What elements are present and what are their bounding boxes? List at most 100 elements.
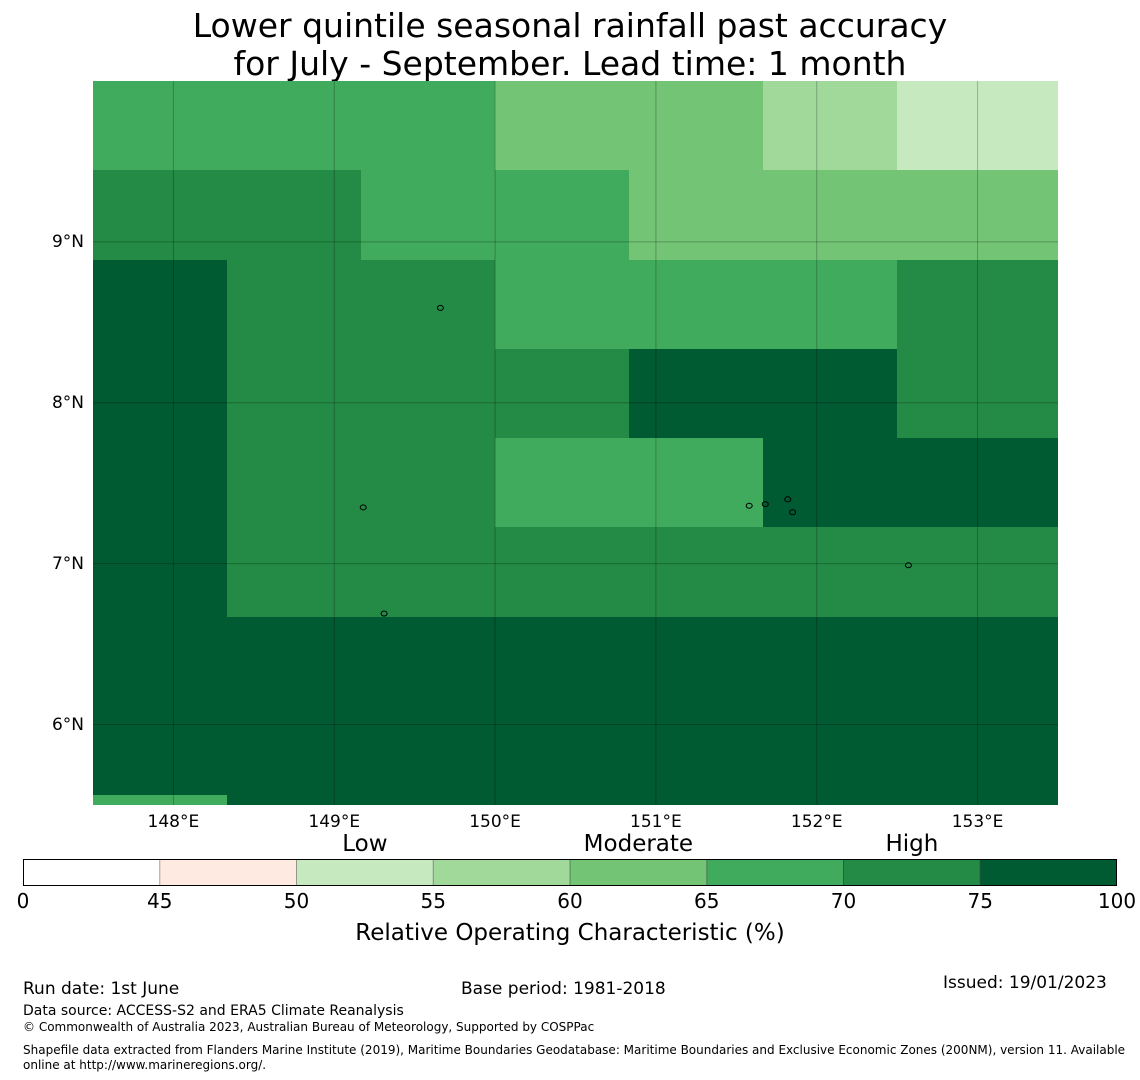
longitude-label: 149°E <box>308 812 361 832</box>
grid-cell <box>361 706 496 796</box>
category-label: Low <box>342 831 388 857</box>
grid-cell <box>93 795 228 805</box>
colorbar-segment <box>843 859 981 886</box>
grid-cell <box>629 260 764 350</box>
grid-cell <box>1031 706 1058 796</box>
grid-cell <box>495 81 630 171</box>
grid-cell <box>361 527 496 618</box>
grid-cell <box>629 617 764 707</box>
colorbar-tick-label: 60 <box>557 889 583 913</box>
grid-cell <box>629 706 764 796</box>
grid-cell <box>495 438 630 528</box>
grid-cell <box>495 527 630 618</box>
grid-cell <box>495 170 630 261</box>
colorbar-tick-label: 0 <box>16 889 30 913</box>
issued-date: Issued: 19/01/2023 <box>943 973 1107 993</box>
grid-cell <box>629 349 764 439</box>
grid-cell <box>763 81 898 171</box>
grid-cell <box>897 438 1032 528</box>
grid-cell <box>897 617 1032 707</box>
colorbar-tick-label: 50 <box>283 889 310 913</box>
colorbar-segment <box>980 859 1117 886</box>
grid-cell <box>495 260 630 350</box>
grid-cell <box>763 349 898 439</box>
grid-cell <box>227 527 362 618</box>
grid-cell <box>227 706 362 796</box>
colorbar-tick-label: 65 <box>694 889 720 913</box>
grid-cell <box>1031 617 1058 707</box>
island-outline <box>745 502 753 509</box>
grid-cell <box>763 706 898 796</box>
grid-cell <box>629 170 764 261</box>
longitude-label: 152°E <box>790 812 843 832</box>
island-outline <box>380 610 388 617</box>
island-outline <box>904 562 912 569</box>
grid-cell <box>361 81 496 171</box>
grid-cell <box>361 617 496 707</box>
island-outline <box>761 501 769 508</box>
grid-cell <box>763 260 898 350</box>
latitude-label: 7°N <box>51 553 84 574</box>
latitude-label: 9°N <box>51 231 84 252</box>
longitude-label: 153°E <box>951 812 1004 832</box>
colorbar-segment <box>159 859 297 886</box>
grid-cell <box>897 706 1032 796</box>
grid-cell <box>763 617 898 707</box>
base-period: Base period: 1981-2018 <box>461 979 666 999</box>
grid-cell <box>1031 81 1058 171</box>
grid-cell <box>93 617 228 707</box>
grid-cell <box>629 81 764 171</box>
colorbar-segment <box>570 859 707 886</box>
grid-cell <box>897 349 1032 439</box>
colorbar-label: Relative Operating Characteristic (%) <box>355 920 785 946</box>
grid-cell <box>361 795 496 805</box>
island-outline <box>436 304 444 311</box>
colorbar-segment <box>706 859 844 886</box>
grid-cell <box>1031 260 1058 350</box>
grid-cell <box>495 706 630 796</box>
grid-cell <box>361 260 496 350</box>
grid-cell <box>1031 795 1058 805</box>
category-label: High <box>885 831 939 857</box>
grid-cell <box>93 527 228 618</box>
category-label: Moderate <box>583 831 694 857</box>
shapefile-credit-line-2: online at http://www.marineregions.org/. <box>23 1058 267 1072</box>
colorbar-tick-label: 45 <box>147 889 173 913</box>
colorbar-tick-label: 70 <box>830 889 857 913</box>
grid-cell <box>1031 438 1058 528</box>
colorbar-tick-label: 100 <box>1097 889 1137 913</box>
grid-cell <box>93 81 228 171</box>
grid-cell <box>1031 349 1058 439</box>
longitude-label: 148°E <box>147 812 200 832</box>
grid-cell <box>227 438 362 528</box>
grid-cell <box>763 527 898 618</box>
colorbar-tick-label: 75 <box>967 889 993 913</box>
grid-cell <box>629 527 764 618</box>
grid-cell <box>227 795 362 805</box>
grid-cell <box>763 795 898 805</box>
island-outline <box>789 509 797 516</box>
grid-cell <box>897 260 1032 350</box>
colorbar-segment <box>296 859 434 886</box>
grid-cell <box>361 349 496 439</box>
grid-cell <box>227 260 362 350</box>
grid-cell <box>763 170 898 261</box>
grid-cell <box>361 170 496 261</box>
colorbar-tick-label: 55 <box>420 889 446 913</box>
colorbar-border <box>23 859 1117 886</box>
grid-cell <box>629 795 764 805</box>
chart-title-line-1: Lower quintile seasonal rainfall past ac… <box>192 6 948 45</box>
grid-cell <box>495 617 630 707</box>
grid-cell <box>227 349 362 439</box>
colorbar-segment <box>23 859 160 886</box>
longitude-label: 151°E <box>630 812 682 832</box>
island-outline <box>784 496 792 503</box>
latitude-label: 8°N <box>51 392 84 413</box>
grid-cell <box>227 170 362 261</box>
grid-cell <box>93 438 228 528</box>
colorbar <box>23 859 1117 886</box>
grid-cell <box>763 438 898 528</box>
grid-cell <box>93 706 228 796</box>
latitude-label: 6°N <box>51 714 84 735</box>
grid-cell <box>93 349 228 439</box>
